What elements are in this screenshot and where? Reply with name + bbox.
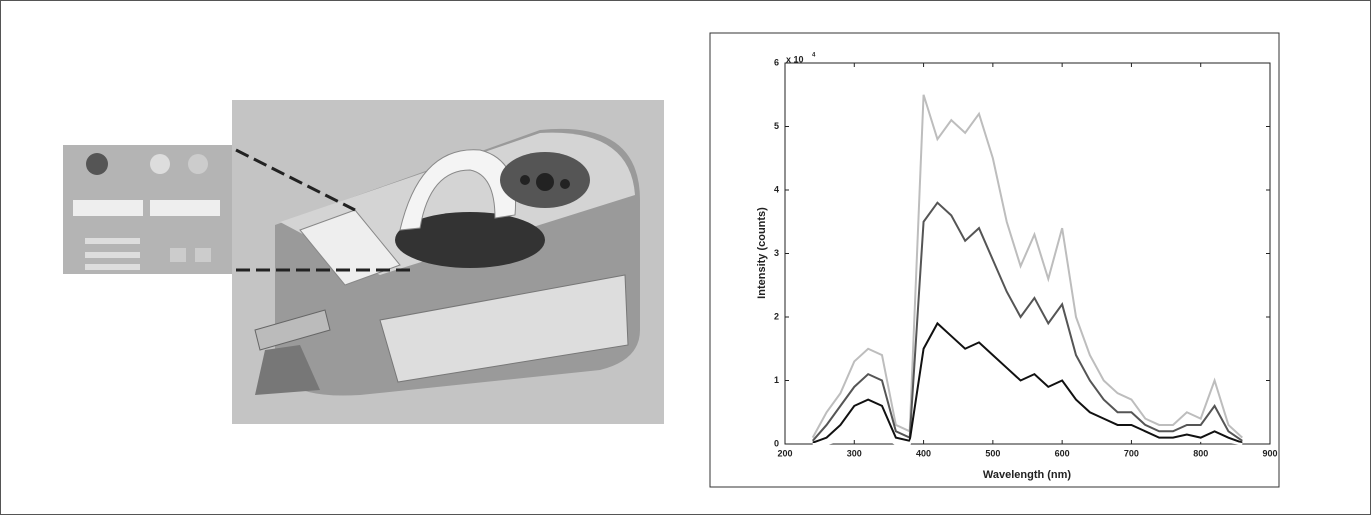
y-tick-label: 5 — [774, 121, 779, 131]
x-tick-label: 600 — [1055, 448, 1070, 458]
y-tick-label: 6 — [774, 57, 779, 67]
device-illustration — [63, 100, 664, 424]
x-tick-label: 300 — [847, 448, 862, 458]
spectrum-line — [812, 321, 1243, 444]
y-tick-label: 0 — [774, 438, 779, 448]
y-multiplier: x 10 — [786, 54, 804, 64]
spectrum-line — [812, 392, 1243, 445]
plot-area — [784, 62, 1271, 445]
x-tick-label: 800 — [1193, 448, 1208, 458]
y-tick-label: 1 — [774, 375, 779, 385]
y-tick-label: 3 — [774, 248, 779, 258]
x-tick-label: 400 — [916, 448, 931, 458]
x-tick-label: 900 — [1262, 448, 1277, 458]
x-tick-label: 200 — [777, 448, 792, 458]
x-tick-label: 500 — [985, 448, 1000, 458]
spectrum-line — [811, 94, 1243, 439]
spectrum-line — [811, 201, 1243, 442]
y-axis-title: Intensity (counts) — [756, 207, 768, 299]
x-tick-label: 700 — [1124, 448, 1139, 458]
y-tick-label: 4 — [774, 184, 779, 194]
y-tick-label: 2 — [774, 311, 779, 321]
x-axis-title: Wavelength (nm) — [983, 469, 1072, 481]
y-multiplier-exponent: 4 — [812, 53, 816, 59]
